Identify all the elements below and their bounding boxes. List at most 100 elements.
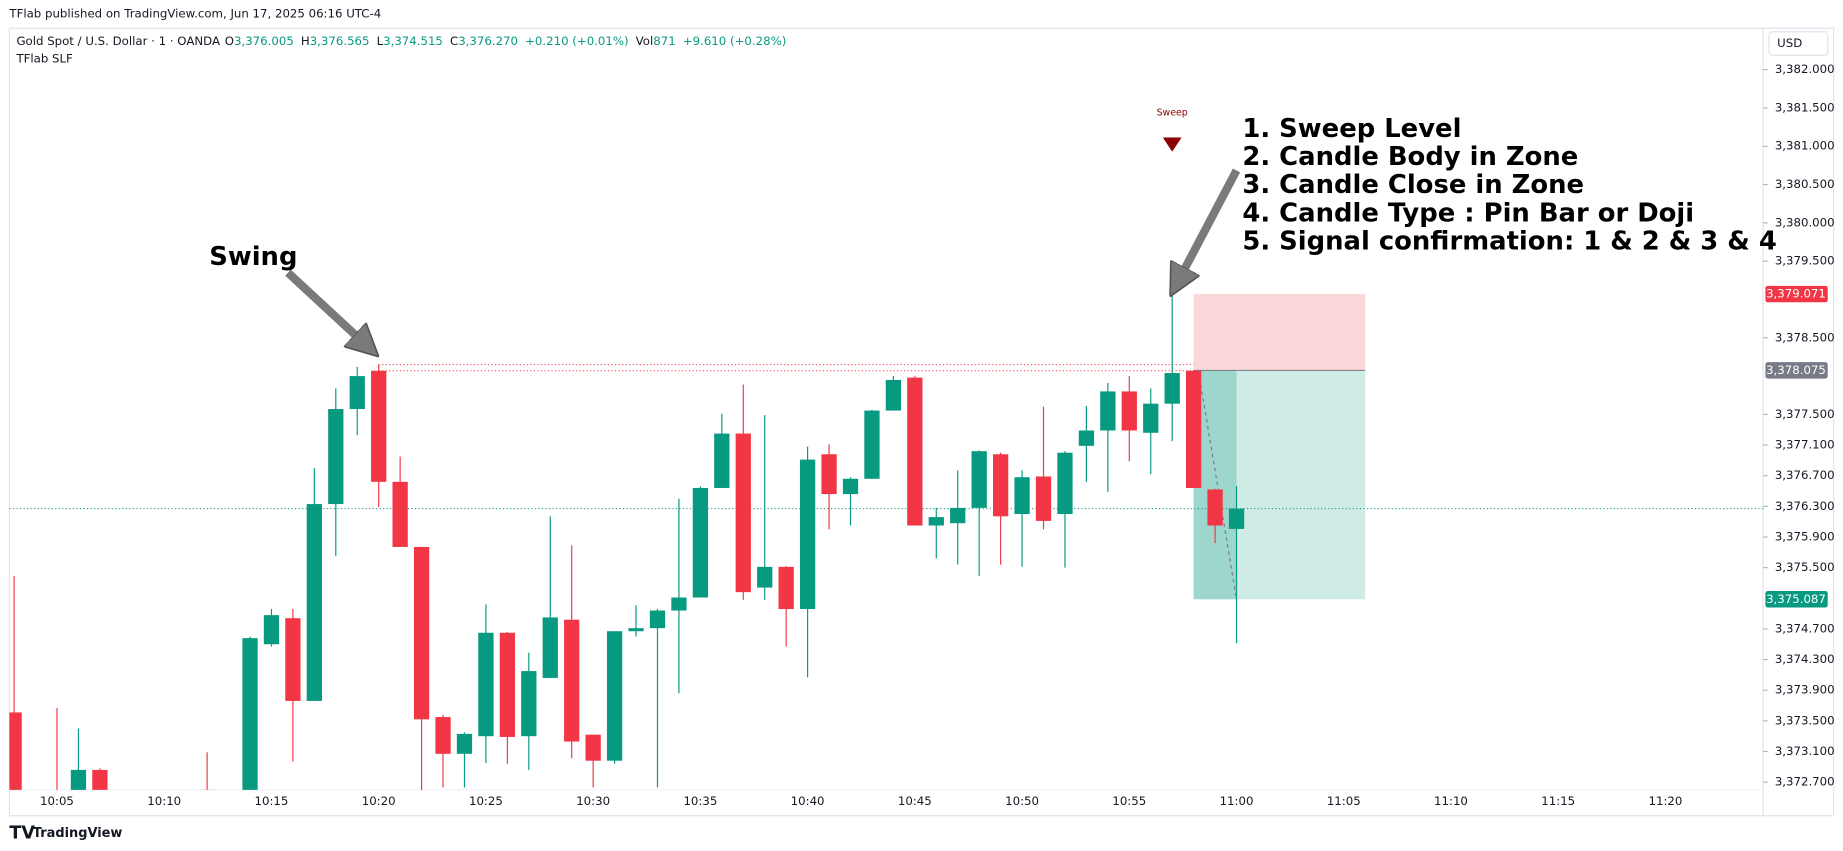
legend-item: 3,376.005 xyxy=(234,34,294,48)
candle-body xyxy=(1228,508,1245,529)
candle-body xyxy=(1057,452,1073,515)
y-tick-label: 3,375.500 xyxy=(1775,560,1835,574)
currency-box[interactable] xyxy=(1768,31,1829,56)
y-tick-label: 3,379.500 xyxy=(1775,254,1835,268)
x-tick-label: 11:20 xyxy=(1649,794,1683,808)
step-text: 1. Sweep Level xyxy=(1242,114,1461,144)
indicator-name: TFlab SLF xyxy=(15,51,73,65)
y-tick-label: 3,380.500 xyxy=(1775,177,1835,191)
x-tick-label: 10:50 xyxy=(1005,794,1039,808)
price-tag-label: 3,375.087 xyxy=(1766,592,1826,606)
candle-body xyxy=(1121,391,1137,431)
x-tick-label: 10:35 xyxy=(683,794,717,808)
legend-item: Vol xyxy=(636,34,654,48)
y-tick-label: 3,381.000 xyxy=(1775,139,1835,153)
swing-label: Swing xyxy=(209,242,297,272)
step-text: 5. Signal confirmation: 1 & 2 & 3 & 4 xyxy=(1242,227,1776,257)
candle-body xyxy=(1185,370,1202,488)
legend-item: +9.610 (+0.28%) xyxy=(683,34,787,48)
candle-body xyxy=(521,671,537,737)
plot-frame xyxy=(8,27,1835,817)
candle-body xyxy=(992,454,1009,517)
legend-item: H xyxy=(301,34,310,48)
candle-body xyxy=(714,433,730,488)
x-tick-label: 10:15 xyxy=(255,794,289,808)
candle-body xyxy=(92,769,108,790)
legend-item: 3,374.515 xyxy=(383,34,443,48)
candle-body xyxy=(199,789,215,790)
candle-body xyxy=(1035,476,1052,521)
legend-item: L xyxy=(377,34,384,48)
x-tick-label: 10:25 xyxy=(469,794,503,808)
candle-body xyxy=(242,638,258,790)
sweep-marker xyxy=(1162,137,1182,152)
legend-row: Gold Spot / U.S. Dollar · 1 · OANDA O3,37… xyxy=(16,34,786,48)
stop-zone xyxy=(1193,294,1366,371)
candle-body xyxy=(328,409,344,505)
candle-body xyxy=(1100,391,1116,431)
legend-item: +0.210 (+0.01%) xyxy=(525,34,629,48)
y-tick-label: 3,373.100 xyxy=(1775,744,1835,758)
legend-item: 871 xyxy=(653,34,675,48)
candle-body xyxy=(349,376,365,410)
y-tick-label: 3,373.900 xyxy=(1775,683,1835,697)
candle-body xyxy=(1078,430,1095,446)
y-tick-label: 3,382.000 xyxy=(1775,62,1835,76)
candles xyxy=(9,294,1245,790)
y-tick-label: 3,377.100 xyxy=(1775,438,1835,452)
candle-body xyxy=(821,454,837,495)
published-by: TFlab published on TradingView.com, Jun … xyxy=(8,7,381,21)
step-text: 4. Candle Type : Pin Bar or Doji xyxy=(1242,198,1694,228)
footer-brand: TradingView xyxy=(33,826,122,841)
price-tag-label: 3,379.071 xyxy=(1766,287,1826,301)
price-tag xyxy=(1765,362,1828,379)
symbol: Gold Spot / U.S. Dollar · 1 · OANDA xyxy=(16,34,220,48)
candle-body xyxy=(885,379,902,411)
y-tick-label: 3,374.700 xyxy=(1775,621,1835,635)
candle-body xyxy=(1207,489,1223,526)
legend-item: 3,376.565 xyxy=(310,34,370,48)
candle-body xyxy=(950,507,966,524)
price-tag xyxy=(1765,285,1828,303)
candle-body xyxy=(671,597,687,611)
step-text: 3. Candle Close in Zone xyxy=(1242,170,1584,200)
candle-body xyxy=(907,377,923,526)
x-tick-label: 10:10 xyxy=(147,794,181,808)
tv-logo: 𝗧𝗩 xyxy=(9,823,35,843)
candle-body xyxy=(263,615,280,645)
candle-body xyxy=(371,370,387,482)
candle-body xyxy=(628,628,644,632)
candle-body xyxy=(413,546,430,720)
position-layer xyxy=(1193,294,1366,600)
target-zone xyxy=(1193,370,1366,600)
trade-path xyxy=(1197,370,1238,600)
legend-item: C xyxy=(450,34,458,48)
x-tick-label: 10:30 xyxy=(576,794,610,808)
candle-body xyxy=(564,619,580,742)
x-tick-label: 11:00 xyxy=(1220,794,1254,808)
candle-body xyxy=(649,610,666,629)
x-tick-label: 10:05 xyxy=(40,794,74,808)
candle-body xyxy=(1014,477,1030,515)
candle-body xyxy=(306,504,322,701)
x-tick-label: 11:10 xyxy=(1434,794,1468,808)
price-tag-label: 3,378.075 xyxy=(1766,363,1826,377)
sweep-label: Sweep xyxy=(1157,107,1188,118)
candle-body xyxy=(70,769,87,790)
candle-body xyxy=(606,631,623,761)
step-text: 2. Candle Body in Zone xyxy=(1242,142,1578,172)
candle-body xyxy=(842,478,859,495)
legend-item: 3,376.270 xyxy=(458,34,518,48)
x-tick-label: 10:45 xyxy=(898,794,932,808)
y-tick-label: 3,372.700 xyxy=(1775,775,1835,789)
y-tick-label: 3,373.500 xyxy=(1775,713,1835,727)
candle-body xyxy=(9,712,22,790)
candle-body xyxy=(928,517,944,526)
y-tick-label: 3,376.300 xyxy=(1775,499,1835,513)
currency[interactable]: USD xyxy=(1777,36,1802,50)
candle-body xyxy=(757,566,773,588)
candle-body xyxy=(778,566,794,610)
x-tick-label: 11:05 xyxy=(1327,794,1361,808)
